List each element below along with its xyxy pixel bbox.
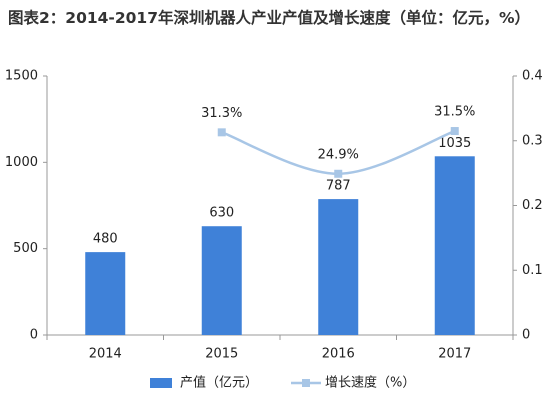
- line-marker: [334, 169, 343, 178]
- legend-swatch: [150, 378, 172, 388]
- y2-tick-label: 0.2: [522, 198, 543, 213]
- x-tick-label: 2017: [438, 347, 471, 362]
- y-tick-label: 500: [13, 241, 38, 256]
- line-marker: [450, 127, 459, 136]
- chart-title: 图表2：2014-2017年深圳机器人产业产值及增长速度（单位：亿元，%）: [8, 9, 531, 27]
- y-tick-label: 1500: [5, 69, 38, 84]
- data-label: 24.9%: [318, 147, 359, 162]
- y2-tick-label: 0.4: [522, 69, 543, 84]
- y-tick-label: 1000: [5, 155, 38, 170]
- y2-tick-label: 0.3: [522, 133, 543, 148]
- data-label: 31.5%: [434, 105, 475, 120]
- legend-swatch: [302, 379, 310, 387]
- data-label: 480: [93, 232, 118, 247]
- legend-label: 产值（亿元）: [180, 375, 258, 391]
- x-tick-label: 2014: [89, 347, 122, 362]
- legend-label: 增长速度（%）: [325, 375, 415, 391]
- x-tick-label: 2016: [322, 347, 355, 362]
- data-label: 31.3%: [201, 106, 242, 121]
- bar: [434, 156, 475, 335]
- y2-tick-label: 0.1: [522, 263, 543, 278]
- bar: [85, 252, 126, 335]
- line-marker: [217, 128, 226, 137]
- bar: [201, 226, 242, 335]
- x-tick-label: 2015: [205, 347, 238, 362]
- data-label: 1035: [438, 136, 471, 151]
- bar: [318, 199, 359, 335]
- y-tick-label: 0: [30, 328, 38, 343]
- data-label: 787: [326, 179, 351, 194]
- y2-tick-label: 0: [522, 328, 530, 343]
- data-label: 630: [209, 206, 234, 221]
